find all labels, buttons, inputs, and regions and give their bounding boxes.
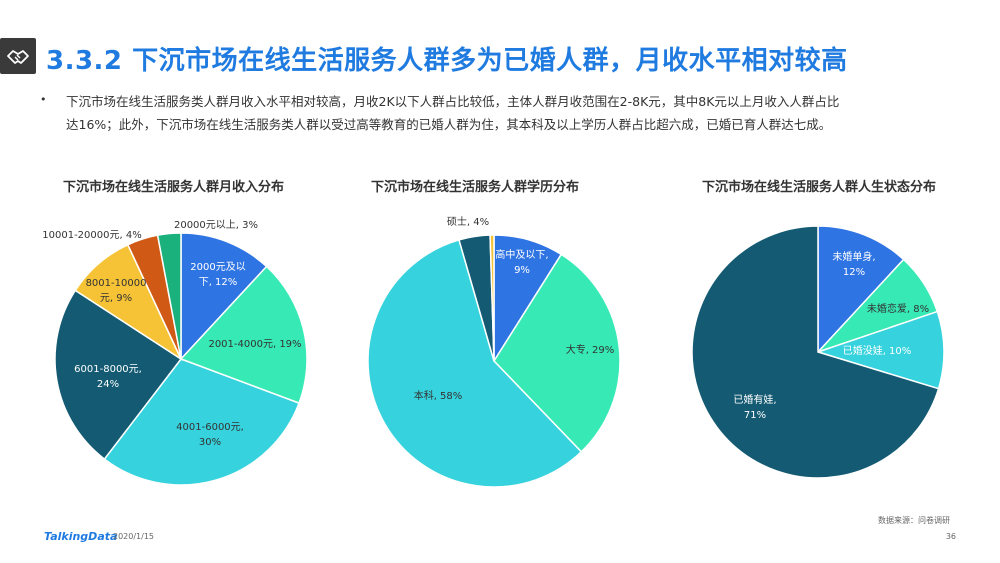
slice-label-1-0: 高中及以下, 9% [495,248,548,276]
pie-slice-0-6 [156,232,182,360]
pie-slice-1-4 [489,234,495,362]
slice-label-1-2: 本科, 58% [414,389,463,402]
chart-title-life-status: 下沉市场在线生活服务人群人生状态分布 [702,180,937,195]
chart-title-income: 下沉市场在线生活服务人群月收入分布 [63,180,285,195]
pie-chart-income: 2000元及以下, 12% 2001-4000元, 19% 4001-6000元, 3… [42,219,308,486]
description-text: 下沉市场在线生活服务类人群月收入水平相对较高，月收2K以下人群占比较低，主体人群… [66,90,966,136]
pie-slice-1-1 [493,253,621,453]
slice-label-0-4: 8001-10000 元, 9% [86,278,147,304]
handshake-icon [0,38,36,74]
slice-label-0-5: 10001-20000元, 4% [42,230,141,241]
pie-slice-1-2 [367,239,583,488]
data-source: 数据来源：问卷调研 [878,516,950,525]
slice-label-1-3: 硕士, 4% [447,215,489,228]
slice-label-2-3: 已婚有娃, 71% [733,393,776,421]
slice-label-1-1: 大专, 29% [566,343,615,356]
slice-label-0-6: 20000元以上, 3% [174,219,258,231]
footer-date: 2020/1/15 [113,532,155,541]
page-title: 3.3.2 下沉市场在线生活服务人群多为已婚人群，月收水平相对较高 [46,46,848,76]
pie-slice-0-0 [180,232,268,361]
talkingdata-logo: TalkingData [44,530,118,543]
pie-slice-2-2 [815,310,945,390]
slice-label-0-2: 4001-6000元, 30% [176,422,244,448]
slice-label-0-0: 2000元及以下, 12% [190,261,245,288]
chart-title-education: 下沉市场在线生活服务人群学历分布 [371,180,580,195]
pie-slice-2-0 [817,225,905,354]
slice-label-2-1: 未婚恋爱, 8% [867,302,929,315]
bullet-marker: • [40,93,47,106]
slice-label-0-1: 2001-4000元, 19% [208,339,301,350]
slice-label-2-2: 已婚没娃, 10% [843,344,912,357]
description-line-1: 下沉市场在线生活服务类人群月收入水平相对较高，月收2K以下人群占比较低，主体人群… [66,94,840,109]
slice-label-2-0: 未婚单身, 12% [832,250,875,278]
slice-label-0-3: 6001-8000元, 24% [74,364,142,390]
pie-slice-0-3 [54,289,183,461]
description-line-2: 达16%；此外，下沉市场在线生活服务类人群以受过高等教育的已婚人群为住，其本科及… [66,117,832,132]
page-number: 36 [945,532,956,541]
pie-slice-0-1 [179,265,308,405]
pie-slice-0-2 [103,358,300,486]
pie-chart-life-status: 未婚单身, 12% 未婚恋爱, 8% 已婚没娃, 10% 已婚有娃, 71% [691,225,945,479]
pie-slice-2-3 [691,225,940,479]
pie-chart-education: 高中及以下, 9% 大专, 29% 本科, 58% 硕士, 4% [367,215,621,488]
